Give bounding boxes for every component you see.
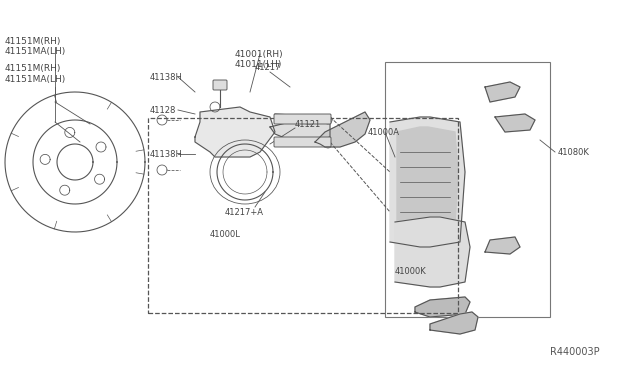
Polygon shape bbox=[395, 217, 470, 287]
Polygon shape bbox=[495, 114, 535, 132]
Text: 41000A: 41000A bbox=[368, 128, 400, 137]
Polygon shape bbox=[390, 117, 465, 247]
Polygon shape bbox=[397, 127, 458, 232]
Text: R440003P: R440003P bbox=[550, 347, 600, 357]
Text: 41217+A: 41217+A bbox=[225, 208, 264, 217]
Polygon shape bbox=[485, 82, 520, 102]
Polygon shape bbox=[315, 112, 370, 147]
Text: 41151M(RH)
41151MA(LH): 41151M(RH) 41151MA(LH) bbox=[5, 37, 67, 57]
Text: 41001(RH)
41011(LH): 41001(RH) 41011(LH) bbox=[235, 50, 284, 70]
Polygon shape bbox=[485, 237, 520, 254]
Text: 41000K: 41000K bbox=[395, 267, 427, 276]
Text: 41138H: 41138H bbox=[150, 73, 183, 81]
Bar bbox=[385, 62, 550, 317]
Text: 41121: 41121 bbox=[295, 119, 321, 128]
Text: 41128: 41128 bbox=[150, 106, 177, 115]
Text: 41080K: 41080K bbox=[558, 148, 590, 157]
Polygon shape bbox=[415, 297, 470, 317]
Text: 41151M(RH)
41151MA(LH): 41151M(RH) 41151MA(LH) bbox=[5, 64, 67, 84]
FancyBboxPatch shape bbox=[213, 80, 227, 90]
Text: 41138H: 41138H bbox=[150, 150, 183, 158]
Bar bbox=[148, 118, 458, 313]
Polygon shape bbox=[270, 120, 330, 142]
Text: 41000L: 41000L bbox=[209, 230, 241, 238]
Polygon shape bbox=[430, 312, 478, 334]
FancyBboxPatch shape bbox=[274, 114, 331, 124]
Polygon shape bbox=[195, 107, 275, 157]
FancyBboxPatch shape bbox=[274, 137, 331, 147]
Text: 41217: 41217 bbox=[255, 62, 282, 71]
